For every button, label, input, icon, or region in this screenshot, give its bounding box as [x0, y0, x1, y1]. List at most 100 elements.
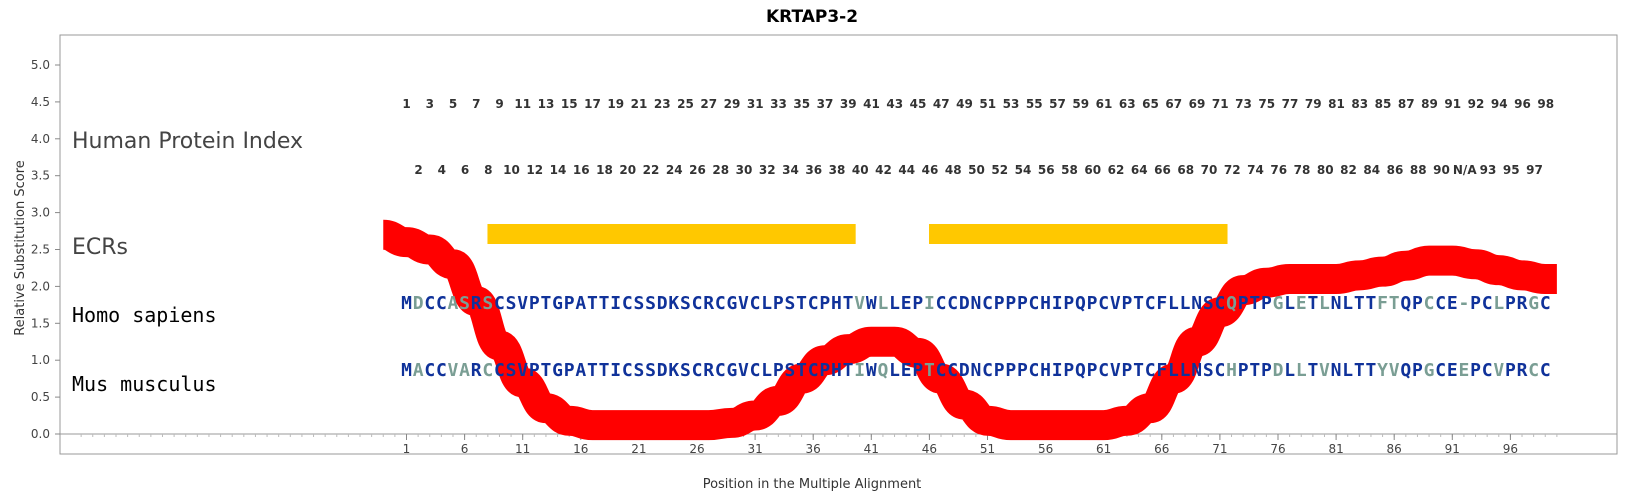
residue: C: [1540, 293, 1551, 314]
residue: G: [726, 360, 737, 381]
residue: A: [459, 360, 470, 381]
protein-index-label: 63: [1119, 97, 1136, 111]
x-tick-label: 61: [1096, 442, 1111, 456]
protein-index-label: 35: [793, 97, 810, 111]
residue: E: [1296, 293, 1307, 314]
residue: F: [1377, 293, 1388, 314]
residue: T: [1307, 293, 1318, 314]
protein-index-label: 3: [426, 97, 434, 111]
residue: P: [1238, 360, 1249, 381]
residue: D: [959, 360, 970, 381]
protein-index-label: 56: [1038, 163, 1055, 177]
residue: V: [854, 293, 865, 314]
protein-index-label: 24: [666, 163, 683, 177]
residue: S: [506, 293, 517, 314]
protein-index-label: 66: [1154, 163, 1171, 177]
protein-index-label: 14: [550, 163, 567, 177]
protein-index-label: 45: [910, 97, 927, 111]
residue: Q: [1075, 360, 1086, 381]
protein-index-label: 60: [1084, 163, 1101, 177]
protein-index-label: 16: [573, 163, 590, 177]
row-label-ecrs: ECRs: [72, 235, 128, 260]
residue: S: [506, 360, 517, 381]
protein-index-label: 37: [817, 97, 834, 111]
residue: S: [645, 360, 656, 381]
residue: I: [610, 360, 621, 381]
residue: I: [924, 293, 935, 314]
protein-index-label: 32: [759, 163, 776, 177]
residue: C: [1435, 293, 1446, 314]
y-axis: 0.0 0.5 1.0 1.5 2.0 2.5 3.0 3.5 4.0 4.5 5.0: [31, 58, 60, 441]
residue: P: [1122, 360, 1133, 381]
row-label-protein-index: Human Protein Index: [72, 129, 303, 154]
residue: L: [1493, 293, 1504, 314]
residue: C: [1145, 360, 1156, 381]
residue: E: [1447, 360, 1458, 381]
protein-index-label: 47: [933, 97, 950, 111]
protein-index-label: 53: [1003, 97, 1020, 111]
residue: P: [1261, 360, 1272, 381]
residue: L: [1342, 293, 1353, 314]
x-tick-label: 11: [515, 442, 530, 456]
y-tick-label: 0.0: [31, 427, 50, 441]
residue: V: [517, 360, 528, 381]
residue: F: [1156, 293, 1167, 314]
protein-index-label: 21: [631, 97, 648, 111]
x-tick-label: 76: [1270, 442, 1285, 456]
x-tick-label: 91: [1445, 442, 1460, 456]
protein-index-label: 64: [1131, 163, 1148, 177]
x-tick-label: 1: [403, 442, 411, 456]
residue: T: [1249, 293, 1260, 314]
residue: S: [459, 293, 470, 314]
protein-index-label: 17: [584, 97, 601, 111]
protein-index-label: 26: [689, 163, 706, 177]
protein-index-label: 29: [724, 97, 741, 111]
protein-index-label: 39: [840, 97, 857, 111]
protein-index-label: 22: [643, 163, 660, 177]
protein-index-label: 85: [1375, 97, 1392, 111]
protein-index-label: 96: [1514, 97, 1531, 111]
residue: M: [401, 360, 412, 381]
protein-index-label: 65: [1142, 97, 1159, 111]
residue: G: [1528, 293, 1539, 314]
residue: P: [1412, 293, 1423, 314]
x-tick-label: 6: [461, 442, 469, 456]
protein-index-label: 81: [1328, 97, 1345, 111]
residue: C: [715, 293, 726, 314]
protein-index-label: 40: [852, 163, 869, 177]
residue: I: [1052, 360, 1063, 381]
x-tick-label: 56: [1038, 442, 1053, 456]
y-tick-label: 3.5: [31, 169, 50, 183]
residue: C: [936, 293, 947, 314]
residue: N: [1191, 293, 1202, 314]
protein-index-label: 55: [1026, 97, 1043, 111]
residue: T: [587, 293, 598, 314]
residue: C: [947, 293, 958, 314]
residue: S: [482, 293, 493, 314]
protein-index-label: 36: [805, 163, 822, 177]
residue: L: [889, 293, 900, 314]
protein-index-label: 54: [1015, 163, 1032, 177]
residue: L: [1284, 360, 1295, 381]
residue: V: [1389, 360, 1400, 381]
residue: T: [541, 360, 552, 381]
residue: R: [471, 360, 482, 381]
protein-index-label: 80: [1317, 163, 1334, 177]
residue: M: [401, 293, 412, 314]
residue: T: [587, 360, 598, 381]
residue: P: [1063, 293, 1074, 314]
x-tick-label: 51: [980, 442, 995, 456]
residue: C: [1029, 293, 1040, 314]
residue: T: [1354, 360, 1365, 381]
residue: Q: [1075, 293, 1086, 314]
residue: D: [413, 293, 424, 314]
residue: T: [843, 360, 854, 381]
residue: S: [633, 293, 644, 314]
residue: K: [668, 293, 679, 314]
residue: H: [831, 293, 842, 314]
residue: N: [1331, 360, 1342, 381]
protein-index-label: 61: [1096, 97, 1113, 111]
residue: R: [471, 293, 482, 314]
residue: C: [424, 360, 435, 381]
residue: C: [750, 293, 761, 314]
